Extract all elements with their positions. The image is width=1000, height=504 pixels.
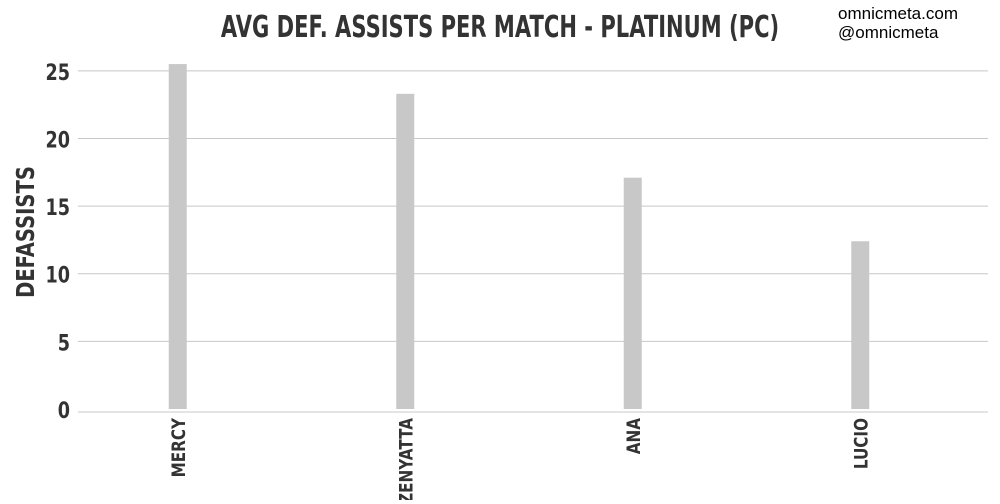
y-tick-label: 5 bbox=[58, 330, 70, 355]
credit-site: omnicmeta.com bbox=[838, 4, 958, 23]
y-tick-labels: 0 5 10 15 20 25 bbox=[46, 60, 70, 424]
bar-mercy bbox=[168, 64, 187, 409]
y-tick-label: 25 bbox=[46, 60, 70, 85]
x-tick-label: MERCY bbox=[168, 418, 190, 478]
credit-handle: @omnicmeta bbox=[838, 23, 939, 42]
x-tick-label: ZENYATTA bbox=[396, 417, 418, 500]
bar-ana bbox=[623, 177, 642, 409]
y-axis-label: DEFASSISTS bbox=[12, 166, 41, 298]
bars bbox=[168, 64, 870, 409]
credits: omnicmeta.com @omnicmeta bbox=[838, 4, 988, 42]
grid-lines bbox=[78, 70, 988, 342]
x-tick-labels: MERCY ZENYATTA ANA LUCIO bbox=[168, 417, 873, 503]
y-tick-label: 0 bbox=[58, 398, 70, 423]
x-tick-label: LUCIO bbox=[851, 418, 873, 469]
chart-title: AVG DEF. ASSISTS PER MATCH - PLATINUM (P… bbox=[221, 10, 779, 45]
bar-lucio bbox=[851, 241, 870, 409]
y-tick-label: 10 bbox=[46, 263, 70, 288]
y-tick-label: 20 bbox=[46, 128, 70, 153]
bar-zenyatta bbox=[396, 93, 415, 409]
x-tick-label: ANA bbox=[623, 417, 645, 454]
y-tick-label: 15 bbox=[46, 195, 70, 220]
